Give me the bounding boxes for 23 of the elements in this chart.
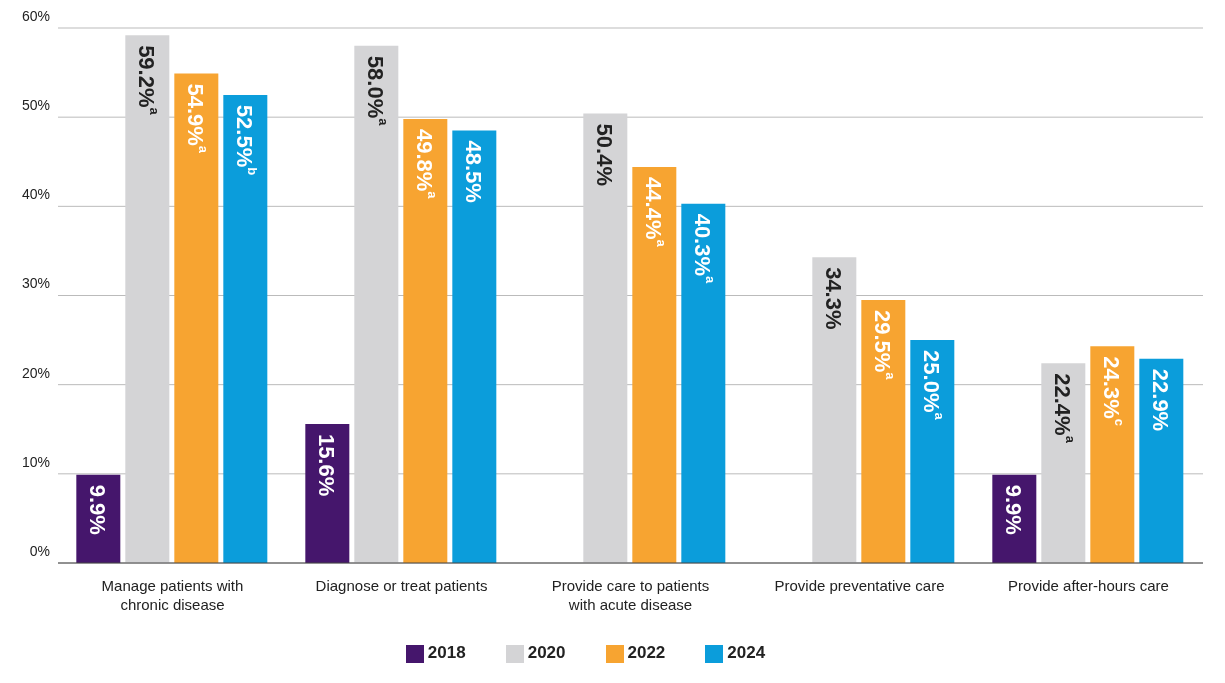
- x-tick-label: Provide care to patients with acute disease: [551, 577, 710, 613]
- y-tick-label: 50%: [21, 97, 50, 114]
- y-tick-label: 10%: [21, 453, 50, 470]
- data-label: 48.5%: [461, 140, 487, 203]
- x-tick-label: Provide preventative care: [774, 577, 945, 594]
- data-label: 50.4%: [592, 123, 618, 186]
- data-label: 9.9%: [85, 484, 111, 535]
- y-tick-label: 0%: [29, 542, 50, 559]
- x-tick-label: Provide after-hours care: [1008, 577, 1169, 594]
- x-tick-label: Diagnose or treat patients: [315, 577, 488, 594]
- data-label: 15.6%: [314, 433, 340, 497]
- x-tick-label: Manage patients with chronic disease: [101, 577, 244, 613]
- data-label: 22.9%: [1148, 368, 1174, 432]
- legend-label: 2020: [527, 643, 566, 662]
- legend-label: 2018: [427, 643, 466, 662]
- legend-label: 2022: [627, 643, 666, 662]
- data-label: 9.9%: [1001, 484, 1027, 535]
- legend-label: 2024: [727, 643, 766, 662]
- y-tick-label: 40%: [21, 186, 50, 203]
- data-label: 34.3%: [821, 267, 847, 330]
- y-tick-label: 60%: [21, 7, 50, 24]
- y-tick-label: 30%: [21, 275, 50, 292]
- y-tick-label: 20%: [21, 364, 50, 381]
